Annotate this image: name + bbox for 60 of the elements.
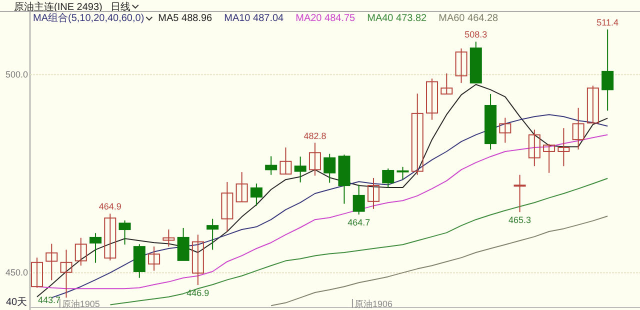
candlestick bbox=[177, 227, 190, 261]
candlestick bbox=[528, 129, 540, 167]
candlestick bbox=[426, 78, 438, 120]
text: 40天 bbox=[6, 297, 28, 308]
candlestick bbox=[455, 48, 468, 84]
y-tick-label: 450.0 bbox=[5, 268, 28, 278]
candlestick bbox=[162, 229, 175, 248]
candlestick bbox=[250, 183, 262, 206]
candlestick bbox=[148, 246, 160, 272]
x-tick-label: 原油1906 bbox=[354, 299, 393, 309]
candlestick bbox=[558, 128, 570, 167]
annotation: 464.9 bbox=[98, 202, 122, 212]
text: MA5 488.96 bbox=[158, 13, 213, 24]
annotation: 446.9 bbox=[186, 288, 210, 298]
annotation: 482.8 bbox=[304, 130, 326, 141]
text: MA40 473.82 bbox=[367, 13, 428, 24]
x-tick-label: 原油1905 bbox=[62, 299, 100, 309]
legend-title: MA组合(5,10,20,40,60,0) bbox=[33, 12, 144, 24]
candlestick bbox=[499, 117, 512, 144]
text: MA20 484.75 bbox=[296, 13, 356, 24]
line-series bbox=[51, 114, 608, 298]
candlestick bbox=[265, 156, 278, 176]
candlestick bbox=[514, 174, 526, 213]
candlestick bbox=[192, 234, 204, 286]
candlestick bbox=[90, 232, 102, 264]
candlestick bbox=[104, 213, 116, 261]
candlestick bbox=[352, 184, 365, 215]
candlestick bbox=[324, 153, 336, 184]
annotation: 465.3 bbox=[508, 215, 532, 226]
candlestick bbox=[236, 172, 248, 202]
chart-title: 原油主连(INE 2493) bbox=[14, 1, 102, 13]
candlestick bbox=[308, 142, 321, 176]
chart-subtitle: 日线 bbox=[110, 1, 130, 13]
candlestick bbox=[74, 237, 87, 266]
line-series bbox=[270, 216, 608, 306]
y-tick-label: 500.0 bbox=[5, 70, 28, 80]
candlestick bbox=[60, 249, 72, 298]
annotation: 511.4 bbox=[596, 17, 618, 28]
candlestick bbox=[543, 143, 556, 174]
candlestick bbox=[396, 166, 409, 180]
text: MA10 487.04 bbox=[224, 13, 284, 24]
text: MA60 464.28 bbox=[438, 13, 499, 24]
candlestick bbox=[206, 218, 219, 250]
candlestick bbox=[294, 156, 306, 183]
candlestick bbox=[118, 220, 131, 246]
annotation: 443.7 bbox=[38, 295, 61, 305]
candlestick bbox=[602, 28, 614, 112]
candlestick bbox=[440, 72, 453, 95]
candlestick bbox=[46, 243, 58, 281]
annotation: 508.3 bbox=[464, 30, 488, 40]
candlestick bbox=[572, 107, 584, 150]
candlestick bbox=[411, 93, 424, 176]
candlestick bbox=[221, 181, 234, 232]
candlestick bbox=[586, 85, 599, 124]
candlestick bbox=[31, 257, 43, 288]
annotation: 464.7 bbox=[348, 217, 370, 228]
candlestick bbox=[382, 168, 394, 188]
candlestick bbox=[280, 147, 292, 175]
line-series bbox=[36, 84, 608, 298]
candlestick bbox=[367, 178, 380, 210]
